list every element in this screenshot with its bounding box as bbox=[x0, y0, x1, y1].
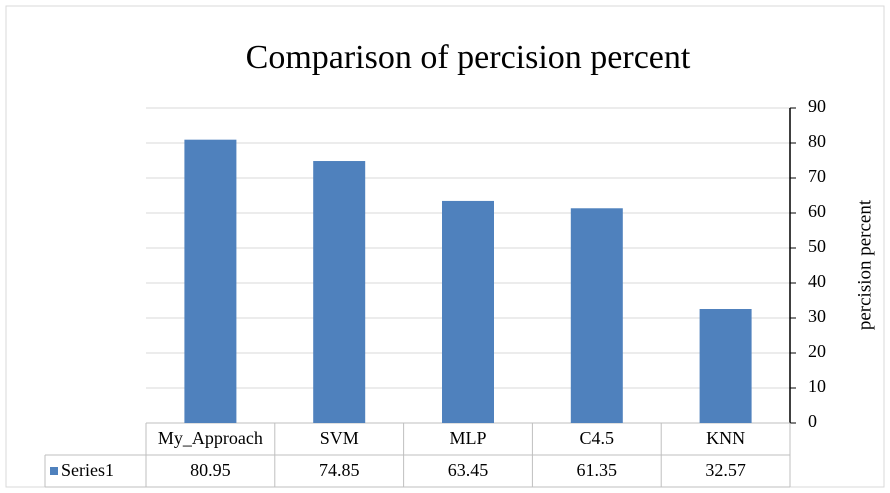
y-tick-label: 20 bbox=[808, 341, 826, 361]
chart-title: Comparison of percision percent bbox=[246, 39, 691, 76]
y-tick-label: 50 bbox=[808, 236, 826, 256]
bar bbox=[570, 208, 623, 423]
legend-swatch bbox=[50, 467, 58, 475]
bar bbox=[184, 139, 237, 424]
table-value: 61.35 bbox=[577, 460, 618, 480]
legend-label: Series1 bbox=[61, 460, 114, 480]
table-value: 80.95 bbox=[190, 460, 231, 480]
table-value: 63.45 bbox=[448, 460, 489, 480]
y-tick-label: 90 bbox=[808, 96, 826, 116]
x-tick-label: MLP bbox=[449, 428, 486, 448]
bar bbox=[699, 309, 752, 423]
x-tick-label: SVM bbox=[320, 428, 359, 448]
y-tick-label: 10 bbox=[808, 376, 826, 396]
y-tick-label: 60 bbox=[808, 201, 826, 221]
x-tick-label: C4.5 bbox=[580, 428, 615, 448]
y-tick-label: 40 bbox=[808, 271, 826, 291]
y-tick-label: 70 bbox=[808, 166, 826, 186]
bar bbox=[313, 161, 366, 423]
y-tick-label: 0 bbox=[808, 411, 817, 431]
x-tick-label: My_Approach bbox=[158, 428, 263, 448]
bar bbox=[442, 200, 494, 423]
y-axis-label: percision percent bbox=[854, 199, 875, 330]
y-tick-label: 30 bbox=[808, 306, 826, 326]
table-value: 32.57 bbox=[705, 460, 746, 480]
y-tick-label: 80 bbox=[808, 131, 826, 151]
x-tick-label: KNN bbox=[706, 428, 745, 448]
table-value: 74.85 bbox=[319, 460, 360, 480]
